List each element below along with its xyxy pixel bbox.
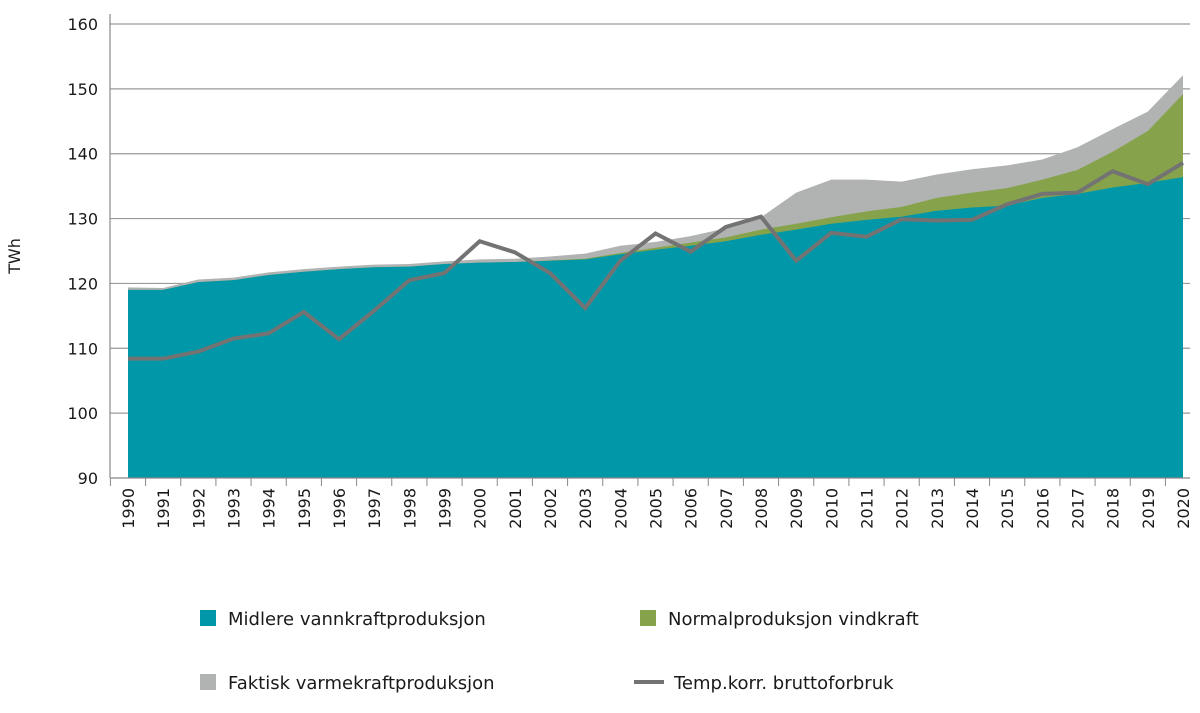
stacked-areas — [128, 75, 1183, 478]
y-tick-label: 130 — [67, 210, 98, 229]
x-tick-label: 1993 — [225, 488, 244, 529]
x-tick-label: 2007 — [717, 488, 736, 529]
legend: Midlere vannkraftproduksjon Normalproduks… — [200, 609, 919, 694]
y-tick-label: 140 — [67, 145, 98, 164]
x-tick-label: 1997 — [365, 488, 384, 529]
x-tick-label: 2018 — [1104, 488, 1123, 529]
x-tick-label: 1994 — [260, 488, 279, 529]
x-tick-label: 2011 — [858, 488, 877, 529]
x-tick-label: 2004 — [611, 488, 630, 529]
y-tick-label: 100 — [67, 404, 98, 423]
x-tick-label: 2014 — [963, 488, 982, 529]
x-tick-label: 2003 — [576, 488, 595, 529]
x-tick-label: 1995 — [295, 488, 314, 529]
x-tick-label: 2015 — [998, 488, 1017, 529]
x-tick-label: 1992 — [189, 488, 208, 529]
x-tick-label: 1999 — [436, 488, 455, 529]
x-tick-label: 2006 — [682, 488, 701, 529]
x-tick-label: 1996 — [330, 488, 349, 529]
y-axis-label: TWh — [5, 238, 24, 275]
x-tick-label: 1991 — [154, 488, 173, 529]
x-tick-label: 2009 — [787, 488, 806, 529]
x-tick-label: 2013 — [928, 488, 947, 529]
x-tick-label: 2008 — [752, 488, 771, 529]
legend-swatch — [640, 610, 656, 626]
legend-label: Faktisk varmekraftproduksjon — [228, 673, 495, 694]
legend-swatch — [200, 674, 216, 690]
y-tick-label: 110 — [67, 339, 98, 358]
y-tick-label: 120 — [67, 274, 98, 293]
legend-label: Normalproduksjon vindkraft — [668, 609, 919, 630]
legend-swatch — [200, 610, 216, 626]
x-tick-label: 1998 — [400, 488, 419, 529]
x-tick-label: 2001 — [506, 488, 525, 529]
area-midlere-vannkraftproduksjon — [128, 177, 1183, 478]
x-tick-label: 1990 — [119, 488, 138, 529]
consumption-line — [128, 161, 1185, 361]
x-tick-label: 2016 — [1033, 488, 1052, 529]
y-tick-label: 150 — [67, 80, 98, 99]
consumption-line-group — [128, 161, 1185, 361]
x-tick-label: 2010 — [822, 488, 841, 529]
x-tick-label: 2005 — [647, 488, 666, 529]
x-tick-label: 2012 — [893, 488, 912, 529]
x-tick-label: 2017 — [1069, 488, 1088, 529]
y-tick-label: 90 — [78, 469, 98, 488]
x-tick-label: 2000 — [471, 488, 490, 529]
axes: 90 100 110 120 130 140 150 160 1990 1991 1992 1993 1… — [67, 14, 1193, 529]
y-tick-label: 160 — [67, 15, 98, 34]
legend-label: Midlere vannkraftproduksjon — [228, 609, 486, 630]
x-tick-label: 2020 — [1174, 488, 1193, 529]
x-tick-label: 2002 — [541, 488, 560, 529]
legend-label: Temp.korr. bruttoforbruk — [673, 673, 894, 694]
x-tick-label: 2019 — [1139, 488, 1158, 529]
